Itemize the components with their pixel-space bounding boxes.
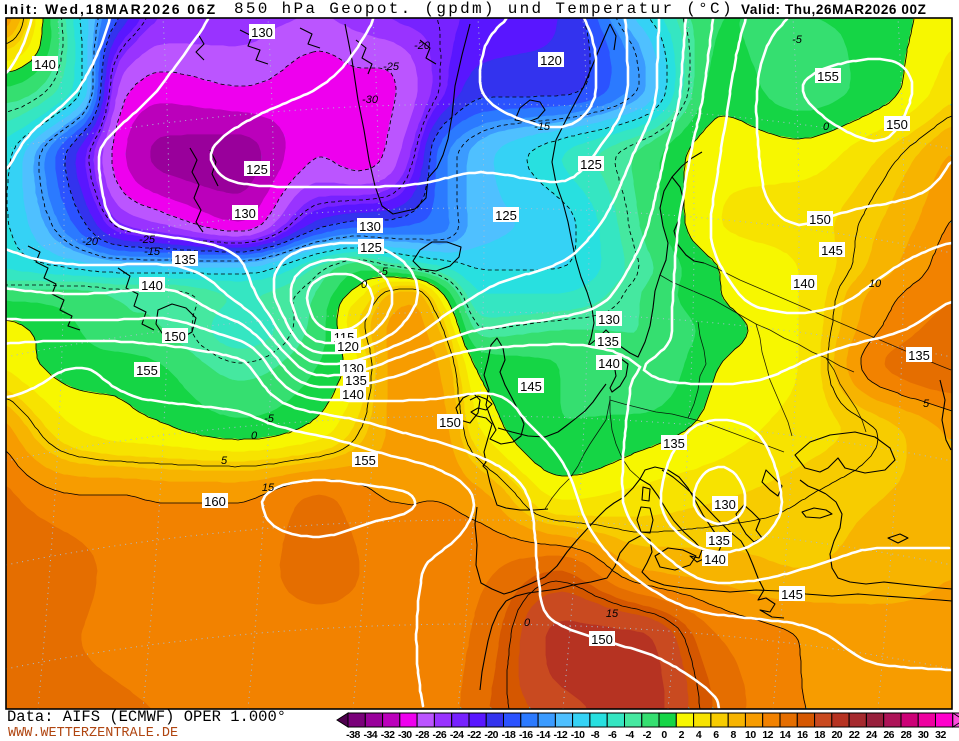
svg-text:10: 10 xyxy=(745,729,756,741)
svg-text:26: 26 xyxy=(883,729,894,741)
svg-text:-26: -26 xyxy=(433,729,447,741)
svg-text:-16: -16 xyxy=(519,729,533,741)
svg-text:130: 130 xyxy=(714,497,736,512)
svg-text:135: 135 xyxy=(174,252,196,267)
svg-text:-30: -30 xyxy=(398,729,412,741)
svg-text:6: 6 xyxy=(713,729,719,741)
svg-text:140: 140 xyxy=(598,356,620,371)
svg-text:135: 135 xyxy=(597,334,619,349)
svg-text:-32: -32 xyxy=(381,729,395,741)
svg-text:-8: -8 xyxy=(591,729,600,741)
svg-text:-15: -15 xyxy=(144,246,161,258)
svg-text:0: 0 xyxy=(823,121,830,133)
svg-text:150: 150 xyxy=(164,329,186,344)
svg-text:145: 145 xyxy=(821,243,843,258)
svg-text:-20: -20 xyxy=(484,729,498,741)
svg-text:155: 155 xyxy=(136,363,158,378)
svg-text:125: 125 xyxy=(495,208,517,223)
svg-text:2: 2 xyxy=(679,729,685,741)
svg-text:20: 20 xyxy=(831,729,842,741)
svg-text:5: 5 xyxy=(923,398,930,410)
svg-text:-5: -5 xyxy=(378,266,389,278)
svg-text:125: 125 xyxy=(246,162,268,177)
svg-text:-5: -5 xyxy=(792,34,803,46)
svg-text:130: 130 xyxy=(359,219,381,234)
svg-text:145: 145 xyxy=(520,379,542,394)
svg-text:-20: -20 xyxy=(414,40,431,52)
svg-text:-15: -15 xyxy=(534,121,551,133)
svg-text:-12: -12 xyxy=(554,729,568,741)
svg-text:22: 22 xyxy=(849,729,860,741)
svg-text:140: 140 xyxy=(342,387,364,402)
svg-text:125: 125 xyxy=(580,157,602,172)
svg-text:120: 120 xyxy=(540,53,562,68)
svg-text:-25: -25 xyxy=(383,61,400,73)
svg-text:130: 130 xyxy=(598,312,620,327)
svg-text:135: 135 xyxy=(345,373,367,388)
svg-text:-10: -10 xyxy=(571,729,585,741)
svg-text:155: 155 xyxy=(354,453,376,468)
svg-text:-25: -25 xyxy=(139,234,156,246)
svg-text:0: 0 xyxy=(661,729,667,741)
svg-text:10: 10 xyxy=(869,278,882,290)
svg-text:30: 30 xyxy=(918,729,929,741)
svg-text:150: 150 xyxy=(886,117,908,132)
svg-text:32: 32 xyxy=(935,729,946,741)
svg-text:135: 135 xyxy=(908,348,930,363)
svg-text:-38: -38 xyxy=(346,729,360,741)
svg-text:4: 4 xyxy=(696,729,702,741)
svg-text:150: 150 xyxy=(439,415,461,430)
svg-text:-28: -28 xyxy=(415,729,429,741)
svg-text:-2: -2 xyxy=(643,729,652,741)
svg-text:24: 24 xyxy=(866,729,877,741)
svg-text:-34: -34 xyxy=(363,729,377,741)
svg-text:120: 120 xyxy=(337,339,359,354)
svg-text:145: 145 xyxy=(781,587,803,602)
svg-text:140: 140 xyxy=(793,276,815,291)
svg-text:14: 14 xyxy=(780,729,791,741)
svg-text:-22: -22 xyxy=(467,729,481,741)
svg-text:-6: -6 xyxy=(608,729,617,741)
svg-text:16: 16 xyxy=(797,729,808,741)
svg-text:-14: -14 xyxy=(536,729,550,741)
svg-text:150: 150 xyxy=(809,212,831,227)
svg-text:18: 18 xyxy=(814,729,825,741)
svg-text:130: 130 xyxy=(251,25,273,40)
svg-text:0: 0 xyxy=(361,279,368,291)
svg-text:-20: -20 xyxy=(82,236,99,248)
svg-text:125: 125 xyxy=(360,240,382,255)
svg-text:135: 135 xyxy=(663,436,685,451)
svg-text:28: 28 xyxy=(901,729,912,741)
svg-text:-5: -5 xyxy=(264,413,275,425)
svg-text:15: 15 xyxy=(262,482,275,494)
svg-text:150: 150 xyxy=(591,632,613,647)
svg-text:-4: -4 xyxy=(625,729,634,741)
svg-text:-24: -24 xyxy=(450,729,464,741)
svg-text:140: 140 xyxy=(34,57,56,72)
svg-text:160: 160 xyxy=(204,494,226,509)
svg-text:140: 140 xyxy=(704,552,726,567)
svg-text:0: 0 xyxy=(524,617,531,629)
svg-text:130: 130 xyxy=(234,206,256,221)
svg-text:0: 0 xyxy=(251,430,258,442)
svg-text:-18: -18 xyxy=(502,729,516,741)
svg-text:135: 135 xyxy=(708,533,730,548)
svg-text:12: 12 xyxy=(762,729,773,741)
svg-text:15: 15 xyxy=(606,608,619,620)
svg-text:140: 140 xyxy=(141,278,163,293)
svg-text:-30: -30 xyxy=(362,94,379,106)
svg-text:5: 5 xyxy=(221,455,228,467)
svg-text:8: 8 xyxy=(731,729,737,741)
svg-text:155: 155 xyxy=(817,69,839,84)
